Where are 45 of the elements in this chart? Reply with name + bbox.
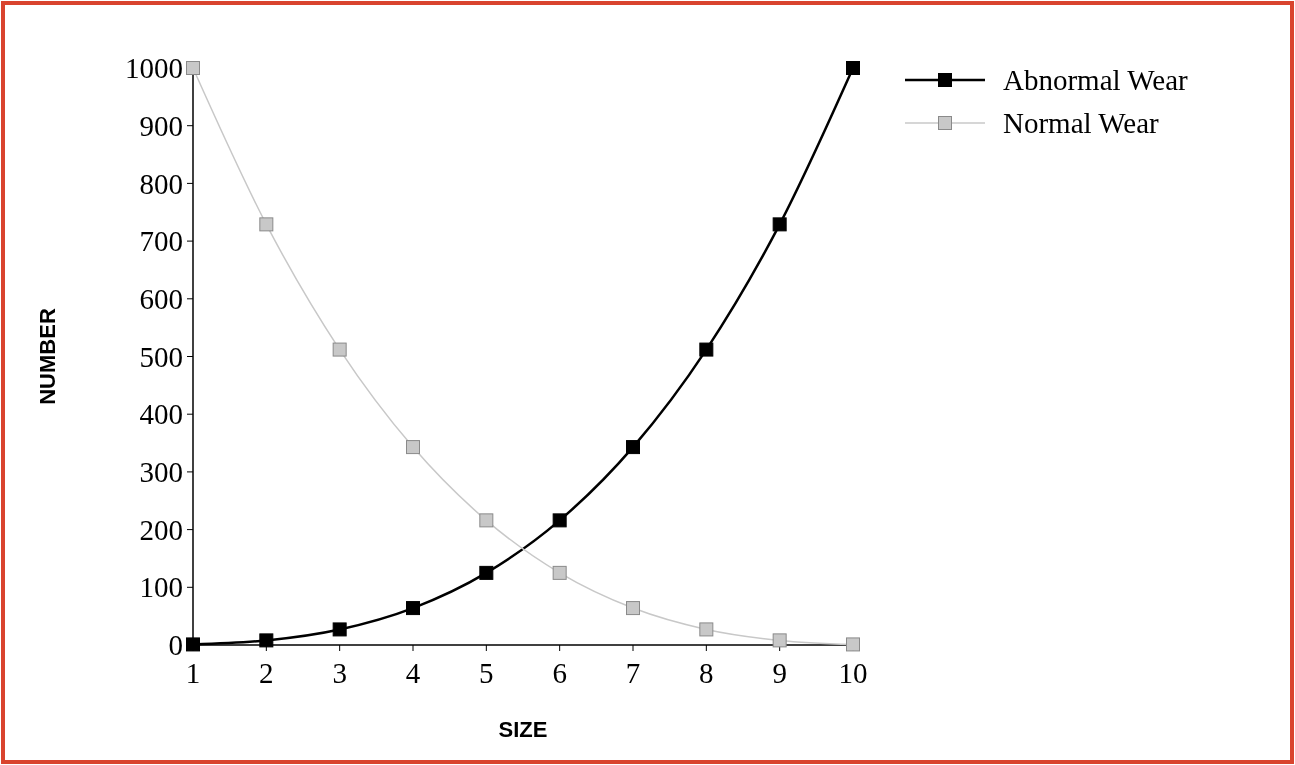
y-axis-title: NUMBER (35, 308, 60, 405)
x-tick-label: 4 (405, 657, 421, 689)
x-tick-label: 10 (838, 657, 868, 689)
point (332, 342, 347, 357)
point (406, 440, 420, 455)
point (626, 601, 640, 616)
y-tick-label: 900 (139, 109, 183, 142)
y-tick-label: 300 (139, 456, 183, 489)
y-tick-label: 0 (168, 629, 183, 662)
point (479, 513, 494, 528)
point (332, 622, 347, 637)
point (552, 565, 567, 580)
point (699, 622, 714, 637)
x-tick-label: 3 (332, 657, 347, 689)
y-tick-label: 400 (139, 398, 183, 431)
point (259, 217, 274, 232)
x-tick-label: 9 (772, 657, 787, 689)
point (406, 601, 420, 616)
point (846, 61, 860, 75)
point (259, 633, 274, 648)
legend-label: Normal Wear (1003, 107, 1160, 140)
y-tick-label: 1000 (125, 52, 183, 85)
legend-label: Abnormal Wear (1003, 64, 1189, 97)
y-tick-label: 100 (139, 571, 183, 604)
y-tick-label: 700 (139, 225, 183, 258)
point (479, 565, 494, 580)
x-axis-title: SIZE (498, 717, 548, 742)
y-tick-label: 600 (139, 282, 183, 315)
x-tick-label: 5 (479, 657, 494, 689)
x-tick-label: 2 (259, 657, 274, 689)
y-tick-label: 500 (139, 340, 183, 373)
point (552, 513, 567, 528)
point (772, 633, 787, 648)
point (626, 440, 640, 455)
point (846, 637, 860, 652)
x-tick-label: 6 (552, 657, 567, 689)
point (699, 342, 714, 357)
x-tick-label: 1 (185, 657, 201, 689)
point (772, 217, 787, 232)
x-tick-label: 8 (699, 657, 714, 689)
point (186, 637, 200, 652)
x-tick-label: 7 (625, 657, 641, 689)
y-tick-label: 800 (139, 167, 183, 200)
point (186, 61, 200, 75)
y-tick-label: 200 (139, 513, 183, 546)
